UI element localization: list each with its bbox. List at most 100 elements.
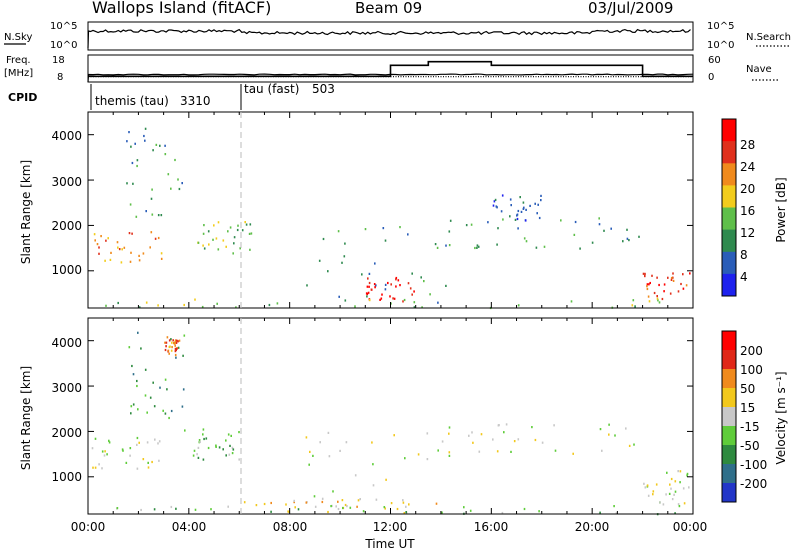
power-cell-1-9	[151, 213, 154, 216]
power-cell-0-5	[94, 239, 96, 242]
power-cell-6-26	[517, 209, 520, 213]
power-cell-8-15	[235, 306, 237, 309]
vel-cb-tick-15: 15	[740, 401, 755, 415]
power-cell-7-15	[682, 287, 685, 290]
power-cell-4-6	[379, 298, 381, 301]
velocity-cell-8-26	[175, 507, 177, 510]
velocity-cell-6-8	[671, 498, 674, 501]
power-cell-3-5	[399, 226, 401, 229]
power-cell-1-27	[136, 164, 138, 168]
velocity-cell-1-9	[137, 408, 139, 411]
velocity-cell-4-13	[437, 449, 439, 452]
velocity-ytick-1000: 1000	[51, 470, 82, 484]
power-cell-5-24	[543, 245, 546, 248]
power-cell-5-23	[477, 245, 480, 248]
power-cell-4-26	[366, 292, 369, 296]
velocity-cell-7-25	[305, 501, 308, 504]
velocity-cell-8-27	[463, 506, 465, 509]
velocity-cell-0-6	[121, 448, 124, 451]
velocity-cell-1-16	[152, 381, 154, 384]
velocity-cell-4-17	[345, 441, 348, 444]
velocity-cell-8-25	[469, 509, 472, 512]
power-cell-3-10	[384, 239, 387, 242]
power-cell-0-17	[116, 241, 119, 244]
velocity-cell-6-27	[655, 483, 658, 486]
power-cell-3-9	[337, 230, 340, 233]
velocity-cell-3-7	[222, 448, 224, 451]
power-cell-6-15	[523, 206, 525, 209]
power-cell-4-13	[367, 291, 370, 294]
velocity-cell-0-3	[136, 467, 139, 470]
power-cell-5-21	[523, 237, 526, 240]
power-cell-3-21	[436, 246, 439, 249]
velocity-cell-5-17	[628, 444, 631, 447]
velocity-cell-1-29	[166, 388, 168, 391]
velocity-cell-2-6	[174, 340, 176, 343]
power-cell-8-18	[117, 301, 119, 305]
velocity-cell-4-9	[313, 495, 316, 498]
power-colorbar: 4 8 12 16 20 24 28 Power [dB]	[721, 118, 788, 297]
nave-tick-bottom: 0	[708, 72, 714, 83]
power-cell-7-7	[642, 272, 645, 275]
velocity-cell-6-2	[688, 486, 690, 489]
velocity-cell-0-9	[103, 454, 106, 457]
colorbar-swatch-5	[722, 426, 736, 446]
power-cell-1-29	[134, 142, 136, 145]
power-cell-2-26	[250, 232, 253, 235]
freq-panel: Freq. [MHz] 18 8 60 0 Nave	[4, 54, 780, 83]
velocity-cell-1-8	[177, 346, 180, 349]
power-cell-8-7	[276, 302, 279, 305]
velocity-cell-2-17	[176, 347, 178, 350]
power-cell-0-23	[149, 246, 151, 249]
velocity-cell-2-25	[168, 345, 171, 349]
velocity-cell-1-21	[149, 396, 152, 399]
power-cell-1-5	[167, 173, 170, 176]
power-cell-5-30	[598, 223, 601, 226]
noise-panel: N.Sky 10^5 10^0 10^5 10^0 N.Search	[4, 21, 791, 51]
beam-title: Beam 09	[355, 0, 422, 17]
velocity-cell-5-8	[510, 450, 512, 453]
power-cell-5-5	[517, 227, 519, 230]
power-cell-2-19	[237, 224, 239, 227]
power-cb-tick-8: 8	[740, 248, 748, 262]
power-cell-3-25	[423, 280, 425, 283]
power-cell-3-24	[384, 283, 387, 286]
velocity-cell-8-24	[210, 508, 212, 511]
velocity-cell-0-2	[157, 442, 159, 445]
power-cell-0-28	[142, 252, 145, 255]
velocity-cell-6-25	[646, 484, 649, 487]
power-cell-4-14	[374, 286, 376, 289]
power-cell-8-5	[216, 302, 218, 305]
velocity-colorbar: 200 100 50 15 -15 -50 -100 -200 Velocity…	[721, 330, 788, 503]
velocity-cell-2-23	[176, 339, 178, 342]
power-cell-0-16	[160, 252, 163, 255]
power-cell-2-9	[212, 238, 214, 241]
power-cell-0-18	[123, 246, 126, 249]
power-cell-4-27	[389, 295, 391, 298]
power-panel: Slant Range [km] 1000 2000 3000 4000	[19, 111, 694, 310]
power-cell-2-27	[217, 248, 220, 251]
power-cell-3-29	[341, 261, 343, 264]
power-cell-7-2	[658, 283, 660, 287]
velocity-cell-1-24	[146, 411, 148, 414]
power-cell-3-27	[327, 270, 329, 273]
velocity-cell-1-18	[144, 368, 147, 371]
power-ytick-1000: 1000	[51, 263, 82, 277]
velocity-cell-2-8	[165, 341, 168, 344]
power-ylabel: Slant Range [km]	[19, 160, 33, 264]
velocity-cell-3-8	[225, 439, 227, 442]
velocity-cell-0-16	[146, 441, 149, 444]
power-cell-8-20	[413, 306, 416, 309]
power-cell-7-9	[682, 273, 684, 276]
velocity-cell-8-2	[270, 510, 272, 513]
power-cell-5-8	[502, 218, 504, 221]
velocity-cell-5-27	[554, 449, 557, 452]
power-cell-4-4	[393, 297, 396, 300]
velocity-cell-4-6	[385, 478, 387, 481]
velocity-cell-8-22	[523, 507, 526, 511]
power-cell-4-17	[392, 297, 394, 300]
power-cell-4-25	[411, 293, 413, 296]
power-cell-8-14	[157, 304, 159, 307]
freq-unit: [MHz]	[4, 68, 33, 79]
velocity-cell-6-5	[683, 502, 686, 505]
